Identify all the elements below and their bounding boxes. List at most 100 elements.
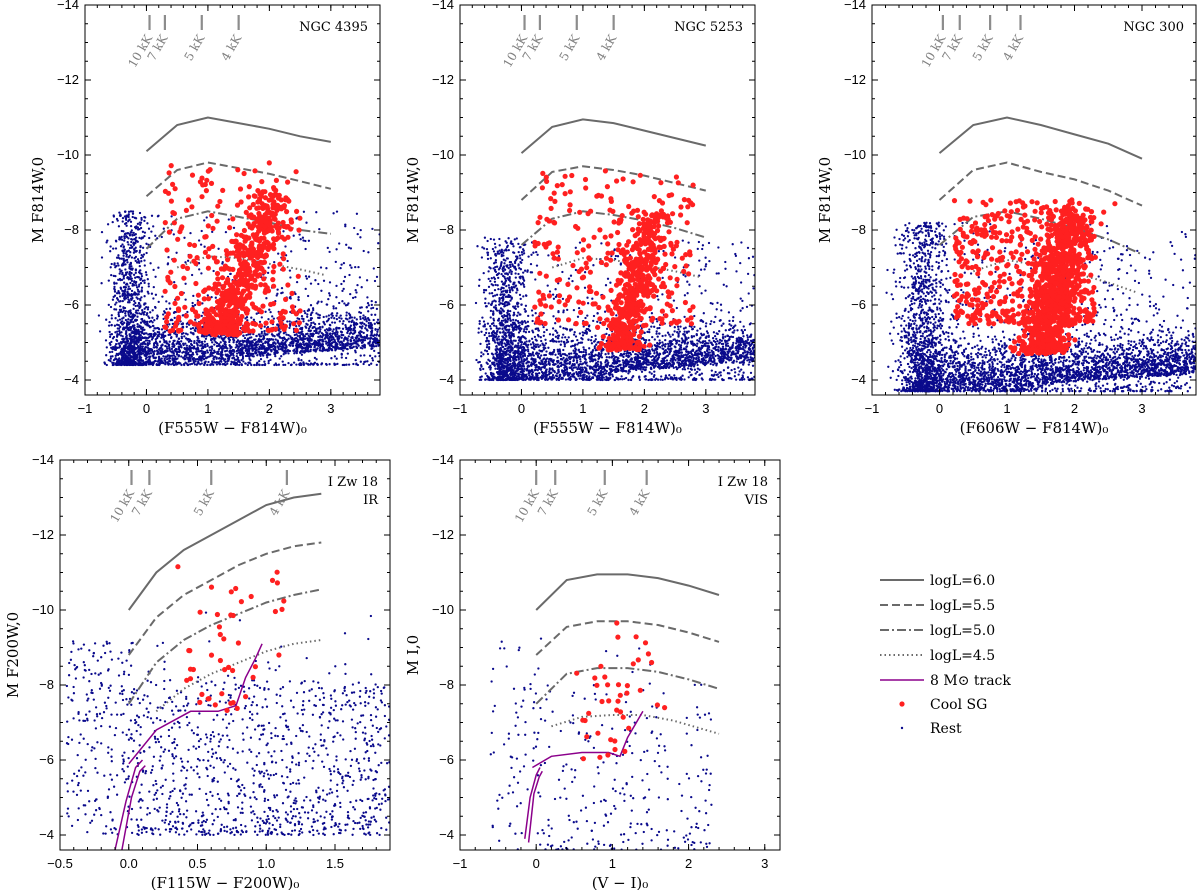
- rest-point: [698, 285, 701, 288]
- rest-point: [232, 360, 236, 364]
- rest-point: [739, 320, 742, 324]
- rest-point: [494, 246, 497, 249]
- rest-point: [178, 350, 182, 353]
- x-tick-label: 1: [204, 401, 211, 416]
- rest-point: [261, 342, 265, 345]
- rest-point: [291, 344, 294, 347]
- rest-point: [122, 259, 125, 262]
- cool-sg-point: [175, 295, 181, 301]
- rest-point: [166, 342, 169, 345]
- rest-point: [118, 357, 121, 360]
- rest-point: [224, 360, 227, 364]
- rest-point: [281, 339, 285, 342]
- rest-point: [509, 269, 512, 272]
- rest-point: [621, 378, 624, 381]
- cool-sg-point: [194, 255, 200, 261]
- rest-point: [206, 342, 209, 346]
- rest-point: [258, 345, 261, 349]
- rest-point: [143, 295, 146, 298]
- cool-sg-point: [271, 283, 277, 289]
- rest-point: [302, 347, 305, 350]
- rest-point: [306, 313, 309, 316]
- rest-point: [318, 346, 322, 350]
- rest-point: [320, 300, 323, 303]
- cool-sg-point: [225, 331, 231, 338]
- rest-point: [487, 285, 491, 289]
- rest-point: [349, 331, 353, 334]
- cool-sg-point: [266, 227, 272, 234]
- rest-point: [255, 351, 258, 355]
- cool-sg-point: [243, 272, 249, 278]
- cool-sg-point: [196, 328, 202, 334]
- rest-point: [141, 341, 145, 344]
- rest-point: [354, 265, 357, 269]
- rest-point: [133, 341, 136, 345]
- rest-point: [126, 276, 129, 280]
- cool-sg-point: [285, 234, 291, 240]
- rest-point: [130, 318, 134, 321]
- rest-point: [114, 303, 117, 306]
- rest-point: [156, 215, 160, 218]
- cool-sg-point: [168, 163, 174, 169]
- rest-point: [140, 289, 143, 292]
- rest-point: [279, 330, 282, 333]
- rest-point: [153, 332, 156, 335]
- rest-point: [269, 344, 272, 347]
- rest-point: [522, 252, 526, 255]
- rest-point: [160, 344, 163, 347]
- rest-point: [106, 239, 109, 242]
- rest-point: [156, 237, 159, 240]
- rest-point: [173, 332, 176, 335]
- cool-sg-point: [280, 219, 286, 226]
- rest-point: [374, 301, 377, 304]
- rest-point: [192, 361, 196, 364]
- rest-point: [145, 273, 148, 277]
- rest-point: [311, 307, 315, 310]
- rest-point: [315, 312, 318, 315]
- rest-point: [364, 316, 367, 319]
- rest-point: [184, 332, 188, 335]
- rest-point: [245, 343, 249, 346]
- rest-point: [309, 345, 313, 349]
- rest-point: [152, 353, 156, 356]
- rest-point: [125, 215, 129, 218]
- rest-point: [325, 303, 328, 306]
- rest-point: [212, 269, 215, 273]
- rest-point: [127, 313, 130, 317]
- rest-point: [127, 243, 130, 246]
- rest-point: [123, 290, 127, 293]
- rest-point: [314, 348, 317, 351]
- rest-point: [284, 245, 287, 248]
- rest-point: [285, 345, 288, 348]
- rest-point: [156, 335, 159, 338]
- rest-point: [678, 347, 681, 351]
- rest-point: [351, 346, 354, 349]
- rest-point: [314, 279, 317, 282]
- rest-point: [267, 318, 270, 321]
- rest-point: [355, 362, 358, 365]
- rest-point: [316, 302, 319, 305]
- cool-sg-point: [251, 304, 257, 310]
- rest-point: [145, 313, 148, 317]
- rest-point: [120, 229, 123, 233]
- rest-point: [717, 246, 720, 249]
- rest-point: [271, 315, 274, 318]
- rest-point: [111, 350, 114, 354]
- rest-point: [257, 347, 260, 351]
- rest-point: [217, 247, 220, 250]
- rest-point: [273, 260, 276, 264]
- rest-point: [124, 259, 127, 262]
- rest-point: [307, 239, 311, 242]
- rest-point: [365, 334, 369, 337]
- rest-point: [185, 325, 188, 328]
- rest-point: [662, 249, 665, 253]
- rest-point: [578, 241, 582, 244]
- rest-point: [282, 363, 285, 367]
- rest-point: [123, 281, 126, 284]
- rest-point: [120, 238, 124, 241]
- rest-point: [370, 299, 373, 303]
- rest-point: [123, 293, 127, 296]
- rest-point: [124, 232, 127, 235]
- cool-sg-point: [268, 244, 274, 250]
- cool-sg-point: [199, 319, 205, 325]
